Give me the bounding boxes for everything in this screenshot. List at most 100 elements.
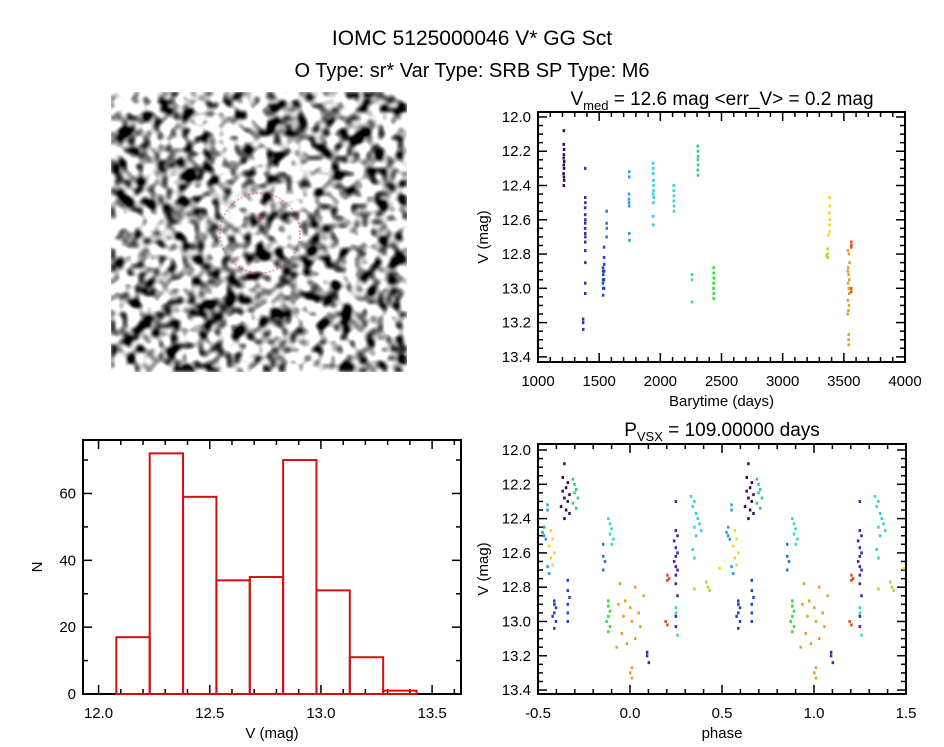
phased-data-point xyxy=(760,496,764,500)
data-point xyxy=(672,189,676,193)
phased-data-point xyxy=(858,606,862,610)
phased-data-point xyxy=(642,594,646,598)
phased-data-point xyxy=(860,534,863,538)
phased-data-point xyxy=(698,522,701,526)
phased-data-point xyxy=(750,611,754,615)
phased-data-point xyxy=(831,661,835,665)
phased-data-point xyxy=(554,606,558,610)
phased-data-point xyxy=(566,481,570,485)
phased-data-point xyxy=(696,517,700,521)
data-point xyxy=(672,204,676,208)
data-point xyxy=(690,278,694,282)
phased-data-point xyxy=(814,666,818,670)
phased-data-point xyxy=(877,587,880,591)
phased-data-point xyxy=(603,559,607,563)
phased-data-point xyxy=(551,563,554,567)
phased-data-point xyxy=(676,594,679,598)
phased-data-point xyxy=(737,611,740,615)
phased-data-point xyxy=(818,585,821,589)
data-point xyxy=(672,209,676,213)
phased-data-point xyxy=(785,554,789,558)
data-point xyxy=(583,196,587,200)
phased-data-point xyxy=(902,566,905,570)
data-point xyxy=(584,201,587,205)
histogram-bar xyxy=(115,636,151,695)
phased-data-point xyxy=(883,529,887,533)
phased-data-point xyxy=(750,619,754,623)
data-point xyxy=(712,271,715,275)
phased-data-point xyxy=(694,534,698,538)
data-point xyxy=(651,161,655,165)
phased-data-point xyxy=(542,525,546,529)
data-point xyxy=(846,281,850,285)
phased-data-point xyxy=(553,626,556,630)
phased-data-point xyxy=(691,547,694,551)
phased-data-point xyxy=(645,650,649,654)
phased-data-point xyxy=(785,568,789,572)
phased-data-point xyxy=(568,511,571,515)
data-point xyxy=(601,273,605,277)
phased-data-point xyxy=(546,503,549,507)
data-point xyxy=(828,218,832,222)
data-point xyxy=(690,273,694,277)
data-point xyxy=(627,192,631,196)
phased-data-point xyxy=(549,556,553,560)
phased-data-point xyxy=(564,508,568,512)
phased-data-point xyxy=(622,614,625,618)
x-tick-label: 4000 xyxy=(888,373,921,390)
phased-data-point xyxy=(674,529,678,533)
phased-data-point xyxy=(785,542,789,546)
phased-data-point xyxy=(639,625,642,629)
data-point xyxy=(583,249,587,253)
phased-data-point xyxy=(737,551,740,555)
data-point xyxy=(628,170,631,174)
data-point xyxy=(583,291,587,295)
phased-data-point xyxy=(860,594,863,598)
data-point xyxy=(627,201,631,205)
y-tick-label: 12.8 xyxy=(502,579,531,596)
phased-data-point xyxy=(541,530,544,534)
phased-data-point xyxy=(647,661,651,665)
data-point xyxy=(583,281,587,285)
phased-data-point xyxy=(546,565,549,569)
phased-data-point xyxy=(821,611,824,615)
data-point xyxy=(562,142,565,146)
phased-data-point xyxy=(601,568,605,572)
phased-data-point xyxy=(563,517,566,521)
phased-data-point xyxy=(601,542,605,546)
phased-panel: -0.5 0.0 0.5 1.0 1.5 12.0 12.2 12.4 12.6 12.8 13.0… xyxy=(475,442,916,742)
phased-data-point xyxy=(666,623,669,627)
phased-data-point xyxy=(850,578,853,582)
y-tick-label: 13.4 xyxy=(502,349,531,366)
data-point xyxy=(652,189,655,193)
phased-data-point xyxy=(674,499,678,503)
data-point xyxy=(562,163,566,167)
y-tick-label: 12.0 xyxy=(502,442,531,459)
data-point xyxy=(696,154,700,158)
phased-data-point xyxy=(733,556,737,560)
data-point xyxy=(651,166,655,170)
phased-data-point xyxy=(554,619,558,623)
phased-data-point xyxy=(726,525,730,529)
plot-frame xyxy=(537,443,907,695)
phased-data-point xyxy=(563,496,566,500)
data-point xyxy=(846,266,850,270)
phased-data-point xyxy=(674,554,678,558)
data-point xyxy=(847,273,850,277)
y-tick-label: 12.0 xyxy=(502,109,531,126)
phased-data-point xyxy=(745,489,748,493)
phased-data-point xyxy=(858,611,862,615)
phased-data-point xyxy=(856,539,860,543)
phased-data-point xyxy=(693,499,696,503)
x-tick-label: 1.5 xyxy=(896,705,917,722)
phased-data-point xyxy=(792,532,796,536)
data-point xyxy=(850,245,853,249)
phased-data-point xyxy=(735,537,738,541)
data-point xyxy=(583,221,587,225)
phased-data-point xyxy=(813,671,816,675)
phased-data-point xyxy=(757,482,760,486)
phased-data-point xyxy=(743,505,747,509)
phased-data-point xyxy=(873,494,877,498)
phased-title: PVSX = 109.00000 days xyxy=(624,420,820,444)
data-point xyxy=(562,178,566,182)
